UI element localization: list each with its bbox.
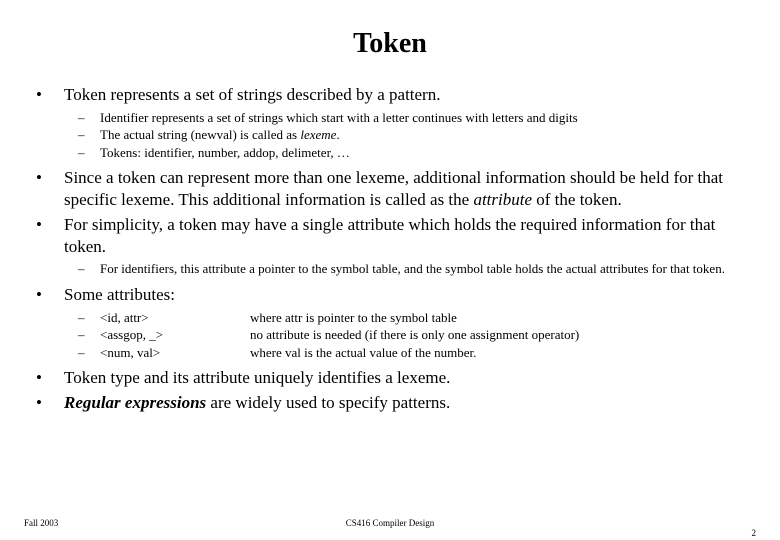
attr-desc: where attr is pointer to the symbol tabl…: [250, 309, 457, 327]
bullet-item: Regular expressions are widely used to s…: [24, 392, 756, 414]
attr-token: <num, val>: [100, 344, 250, 362]
sub-item: For identifiers, this attribute a pointe…: [64, 260, 756, 278]
footer: Fall 2003 CS416 Compiler Design 2: [0, 518, 780, 528]
attr-desc: no attribute is needed (if there is only…: [250, 326, 579, 344]
sub-item: The actual string (newval) is called as …: [64, 126, 756, 144]
italic-text: lexeme: [300, 127, 336, 142]
bullet-item: Since a token can represent more than on…: [24, 167, 756, 211]
bullet-item: For simplicity, a token may have a singl…: [24, 214, 756, 278]
attr-token: <assgop, _>: [100, 326, 250, 344]
footer-left: Fall 2003: [24, 518, 58, 528]
sub-item: <assgop, _> no attribute is needed (if t…: [64, 326, 756, 344]
sub-list: <id, attr> where attr is pointer to the …: [64, 309, 756, 362]
bullet-item: Some attributes: <id, attr> where attr i…: [24, 284, 756, 361]
bullet-text: of the token.: [532, 190, 622, 209]
italic-text: attribute: [473, 190, 532, 209]
sub-item: Identifier represents a set of strings w…: [64, 109, 756, 127]
sub-list: Identifier represents a set of strings w…: [64, 109, 756, 162]
sub-item: <id, attr> where attr is pointer to the …: [64, 309, 756, 327]
bullet-item: Token type and its attribute uniquely id…: [24, 367, 756, 389]
footer-center: CS416 Compiler Design: [24, 518, 756, 528]
bullet-text: For simplicity, a token may have a singl…: [64, 215, 715, 256]
bullet-item: Token represents a set of strings descri…: [24, 84, 756, 161]
sub-text: .: [336, 127, 339, 142]
sub-list: For identifiers, this attribute a pointe…: [64, 260, 756, 278]
attr-desc: where val is the actual value of the num…: [250, 344, 476, 362]
bullet-list: Token represents a set of strings descri…: [24, 84, 756, 414]
sub-item: Tokens: identifier, number, addop, delim…: [64, 144, 756, 162]
attr-token: <id, attr>: [100, 309, 250, 327]
sub-item: <num, val> where val is the actual value…: [64, 344, 756, 362]
bold-italic-text: Regular expressions: [64, 393, 206, 412]
footer-right: 2: [752, 528, 757, 538]
slide-title: Token: [24, 28, 756, 60]
bullet-text: Token represents a set of strings descri…: [64, 85, 440, 104]
sub-text: The actual string (newval) is called as: [100, 127, 300, 142]
bullet-text: are widely used to specify patterns.: [206, 393, 450, 412]
bullet-text: Some attributes:: [64, 285, 175, 304]
bullet-text: Since a token can represent more than on…: [64, 168, 723, 209]
